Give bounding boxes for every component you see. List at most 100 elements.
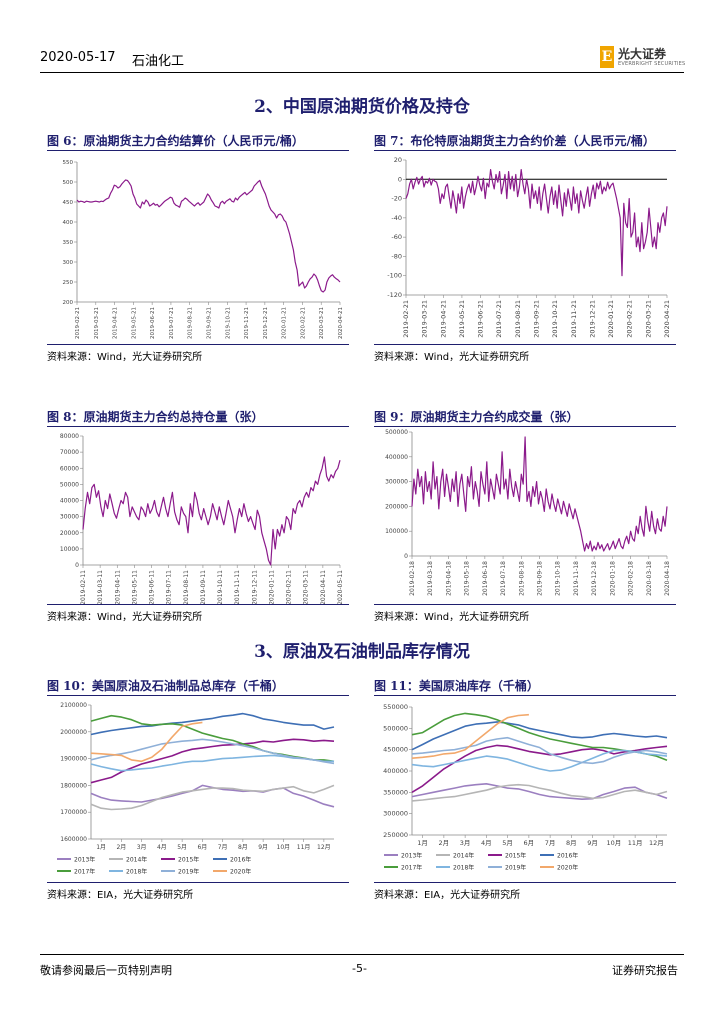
x-tick-label: 8月	[238, 844, 248, 851]
y-tick-label: 1900000	[60, 756, 87, 763]
x-tick-label: 2月	[116, 844, 126, 851]
series-line	[90, 721, 203, 763]
figure-10-title: 图 10：美国原油及石油制品总库存（千桶）	[47, 679, 284, 693]
x-tick-label: 2019-09-11	[200, 570, 207, 604]
y-tick-label: -80	[391, 252, 402, 260]
y-tick-label: 0	[398, 175, 402, 183]
footer-rule	[40, 954, 684, 955]
x-tick-label: 2019-02-21	[402, 300, 410, 338]
x-tick-label: 4月	[157, 844, 167, 851]
plot-area	[76, 179, 341, 293]
x-tick-label: 2019-05-18	[464, 561, 471, 596]
legend-label: 2016年	[557, 852, 578, 860]
x-tick-label: 2019-10-11	[217, 570, 224, 604]
x-tick-label: 2019-10-18	[555, 561, 562, 596]
legend: 2013年 2014年 2015年 2016年 2017年 2018年 2019年 2020年	[384, 852, 578, 872]
figure-9-title: 图 9：原油期货主力合约成交量（张）	[374, 410, 579, 424]
figure-11-title: 图 11：美国原油库存（千桶）	[374, 679, 539, 693]
x-tick-label: 2019-04-11	[114, 570, 121, 604]
figure-10-rule	[47, 695, 349, 696]
x-tick-label: 6月	[197, 844, 207, 851]
legend-label: 2015年	[178, 856, 199, 864]
brand-logo: E 光大证券 EVERBRIGHT SECURITIES	[600, 46, 686, 70]
series-line	[90, 712, 335, 736]
y-tick-label: 500000	[385, 429, 408, 436]
report-sector: 石油化工	[132, 54, 185, 69]
x-tick-label: 2019-07-21	[169, 307, 175, 339]
x-tick-label: 2019-04-21	[439, 300, 447, 338]
x-tick-label: 2020-02-18	[628, 561, 635, 596]
x-tick-label: 2019-07-18	[500, 561, 507, 596]
axes: 1600000 1700000 1800000 1900000 2000000 21000…	[60, 702, 334, 851]
y-tick-label: 0	[404, 553, 408, 560]
x-tick-label: 9月	[258, 844, 268, 851]
x-tick-label: 2019-09-21	[207, 307, 213, 339]
x-tick-label: 2019-08-21	[188, 307, 194, 339]
figure-9-source-rule	[374, 604, 676, 605]
x-tick-label: 11月	[628, 839, 643, 847]
y-tick-label: 500	[63, 180, 74, 186]
legend-label: 2013年	[74, 856, 95, 864]
figure-6-source-rule	[47, 344, 349, 345]
y-tick-label: 40000	[60, 498, 79, 505]
x-tick-label: 6月	[524, 839, 535, 847]
x-tick-label: 12月	[317, 844, 331, 851]
plot-area	[411, 436, 668, 552]
figure-6-title: 图 6：原油期货主力合约结算价（人民币元/桶）	[47, 134, 304, 148]
y-tick-label: 400000	[383, 767, 408, 775]
figure-6-chart: 200 250 300 350 400 450 500 550 2019-02-21 2019-0…	[47, 152, 349, 342]
x-tick-label: 2020-03-18	[646, 561, 653, 596]
figure-7-chart: -120 -100 -80 -60 -40 -20 0 20 2019-02-21 2019-03…	[374, 152, 676, 342]
y-tick-label: 20	[394, 156, 402, 164]
y-tick-label: -100	[387, 272, 402, 280]
y-tick-label: 350000	[383, 788, 408, 796]
x-tick-label: 5月	[502, 839, 513, 847]
legend-label: 2014年	[453, 852, 474, 860]
logo-text-en: EVERBRIGHT SECURITIES	[618, 61, 686, 67]
y-tick-label: 50000	[60, 481, 79, 488]
legend-label: 2018年	[453, 864, 474, 872]
x-tick-label: 2019-03-11	[97, 570, 104, 604]
x-tick-label: 2019-07-11	[166, 570, 173, 604]
x-tick-label: 2020-02-21	[626, 300, 634, 338]
axes: 200 250 300 350 400 450 500 550 2019-02-21 2019-0…	[63, 160, 345, 339]
figure-11-rule	[374, 695, 676, 696]
axes: -120 -100 -80 -60 -40 -20 0 20 2019-02-21 2019-03…	[387, 156, 671, 338]
x-tick-label: 2019-02-11	[80, 570, 87, 604]
plot-area	[405, 169, 668, 277]
x-tick-label: 2019-11-21	[570, 300, 578, 338]
x-tick-label: 2019-06-11	[149, 570, 156, 604]
legend: 2013年 2014年 2015年 2016年 2017年 2018年 2019年 2020年	[57, 856, 251, 876]
x-tick-label: 2020-03-11	[303, 570, 310, 604]
figure-6-rule	[47, 150, 349, 151]
x-tick-label: 2019-08-21	[514, 300, 522, 338]
series-line	[411, 749, 668, 772]
figure-9-source: 资料来源：Wind，光大证券研究所	[374, 612, 530, 623]
x-tick-label: 2020-05-11	[337, 570, 344, 604]
figure-7-rule	[374, 150, 676, 151]
section-title-3: 3、原油及石油制品库存情况	[254, 642, 470, 662]
figure-10-chart: 1600000 1700000 1800000 1900000 2000000 21000…	[47, 697, 349, 881]
y-tick-label: 70000	[60, 449, 79, 456]
legend-label: 2015年	[505, 852, 526, 860]
x-tick-label: 2019-07-21	[495, 300, 503, 338]
legend-label: 2020年	[230, 868, 251, 876]
x-tick-label: 2019-04-21	[113, 307, 119, 339]
x-tick-label: 2020-03-21	[319, 307, 325, 339]
series-line	[90, 714, 335, 763]
figure-6-source: 资料来源：Wind，光大证券研究所	[47, 352, 203, 363]
y-tick-label: 1700000	[60, 809, 87, 816]
x-tick-label: 2019-10-21	[551, 300, 559, 338]
series-line	[90, 738, 335, 765]
series-line	[411, 721, 668, 751]
legend-label: 2016年	[230, 856, 251, 864]
x-tick-label: 1月	[96, 844, 106, 851]
page-number: -5-	[352, 962, 367, 975]
figure-8-rule	[47, 426, 349, 427]
figure-10-source-rule	[47, 882, 349, 883]
x-tick-label: 2019-10-21	[225, 307, 231, 339]
y-tick-label: 10000	[60, 546, 79, 553]
x-tick-label: 2019-06-18	[482, 561, 489, 596]
axes: 0 10000 20000 30000 40000 50000 60000 70000 8000…	[60, 433, 344, 604]
axes: 0 100000 200000 300000 400000 500000 2019-02-1…	[385, 429, 671, 596]
